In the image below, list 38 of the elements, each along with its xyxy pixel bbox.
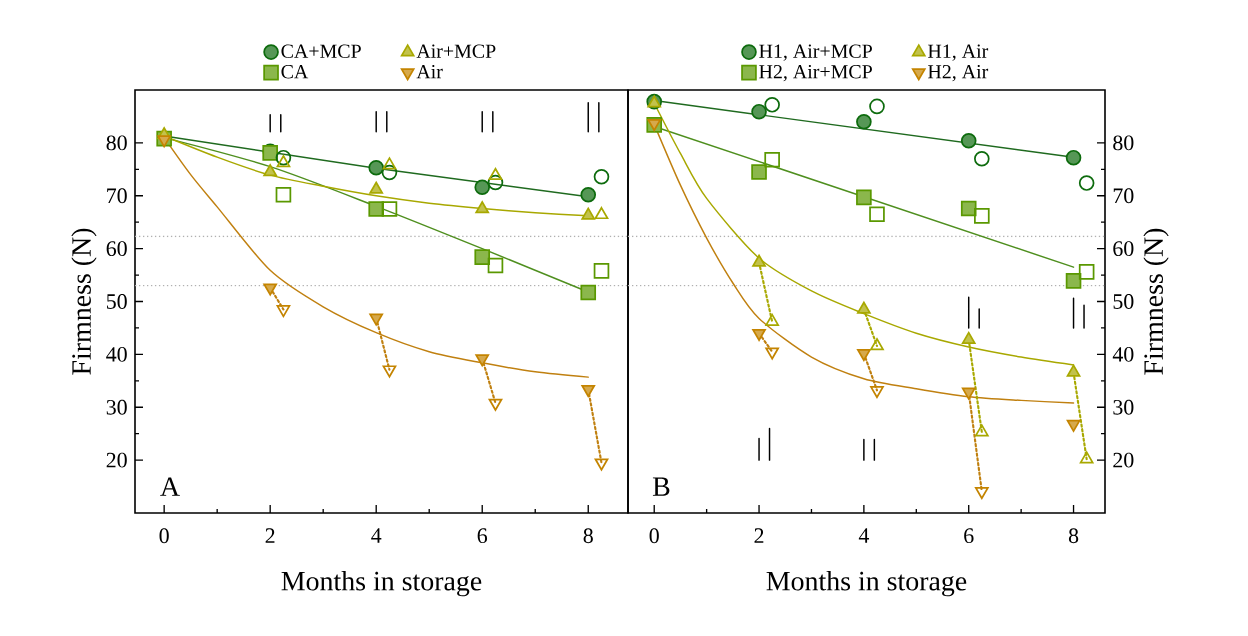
legend-label: Air bbox=[416, 65, 443, 79]
x-tick-label: 6 bbox=[477, 528, 488, 544]
y2-tick-label: 50 bbox=[1113, 294, 1134, 309]
x-axis-title: Months in storage bbox=[766, 570, 967, 597]
legend-label: CA+MCP bbox=[281, 44, 361, 58]
y2-tick-label: 30 bbox=[1113, 399, 1134, 415]
x-tick-label: 8 bbox=[1068, 528, 1079, 544]
y-tick-label: 40 bbox=[106, 346, 127, 362]
y-tick-label: 30 bbox=[106, 399, 127, 415]
y-tick-label: 20 bbox=[106, 452, 127, 468]
annotation: B bbox=[652, 477, 670, 496]
y-tick-label: 50 bbox=[106, 294, 127, 309]
x-tick-label: 2 bbox=[754, 528, 764, 543]
legend-label: H1, Air bbox=[928, 44, 989, 61]
y2-tick-label: 80 bbox=[1113, 135, 1134, 151]
y2-tick-label: 20 bbox=[1113, 452, 1134, 468]
annotation: A bbox=[160, 477, 180, 496]
y-tick-label: 60 bbox=[106, 241, 127, 257]
legend-label: H1, Air+MCP bbox=[759, 44, 872, 61]
x-tick-label: 0 bbox=[159, 528, 169, 544]
legend-label: H2, Air+MCP bbox=[759, 65, 872, 82]
y2-tick-label: 70 bbox=[1113, 188, 1134, 204]
x-tick-label: 2 bbox=[265, 528, 275, 543]
y2-tick-label: 60 bbox=[1113, 241, 1134, 257]
legend-label: CA bbox=[281, 65, 309, 79]
x-tick-label: 8 bbox=[583, 528, 593, 544]
y2-tick-label: 40 bbox=[1112, 346, 1134, 362]
legend-label: H2, Air bbox=[928, 65, 989, 82]
x-tick-label: 6 bbox=[964, 528, 974, 544]
y-tick-label: 70 bbox=[107, 188, 127, 204]
legend-label: Air+MCP bbox=[416, 44, 496, 58]
x-tick-label: 0 bbox=[649, 528, 659, 544]
y-tick-label: 80 bbox=[106, 135, 127, 151]
y2-axis-title: Firmness (N) bbox=[1143, 228, 1169, 375]
y-axis-title: Firmness (N) bbox=[71, 228, 97, 375]
x-tick-label: 4 bbox=[371, 528, 382, 543]
x-axis-title: Months in storage bbox=[281, 570, 482, 597]
x-tick-label: 4 bbox=[858, 528, 870, 543]
